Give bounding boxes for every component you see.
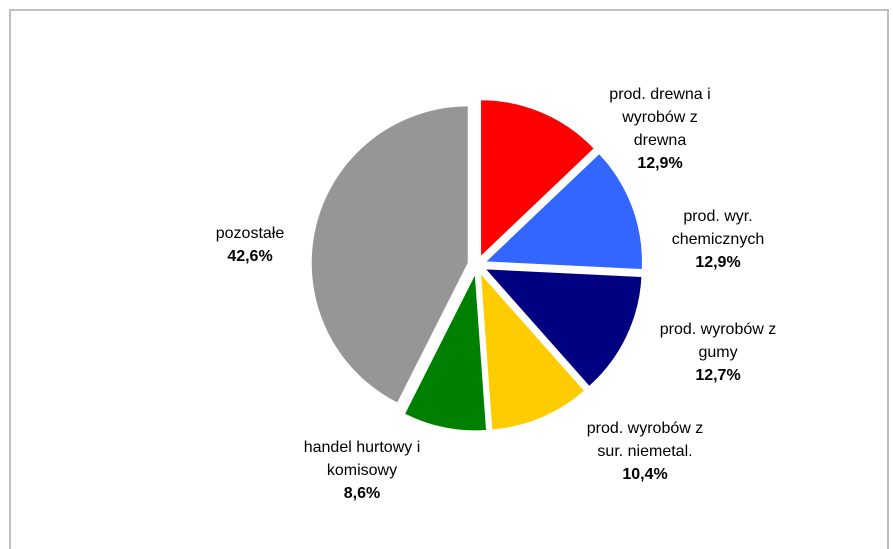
slice-label-0: prod. drewna i wyrobów z drewna 12,9% — [609, 86, 710, 172]
slice-label-3: prod. wyrobów z sur. niemetal. 10,4% — [587, 420, 704, 483]
pie-slice-2 — [483, 268, 643, 388]
pie-slice-5 — [310, 105, 469, 404]
slice-label-4: handel hurtowy i komisowy 8,6% — [304, 439, 421, 502]
slice-label-1: prod. wyr. chemicznych 12,9% — [672, 208, 764, 271]
pie-slice-1 — [484, 152, 643, 271]
pie-slice-4 — [403, 271, 488, 432]
pie-slice-3 — [479, 271, 586, 431]
slice-label-5: pozostałe 42,6% — [216, 225, 285, 265]
slice-label-2: prod. wyrobów z gumy 12,7% — [660, 321, 777, 384]
pie-slice-0 — [480, 99, 595, 258]
